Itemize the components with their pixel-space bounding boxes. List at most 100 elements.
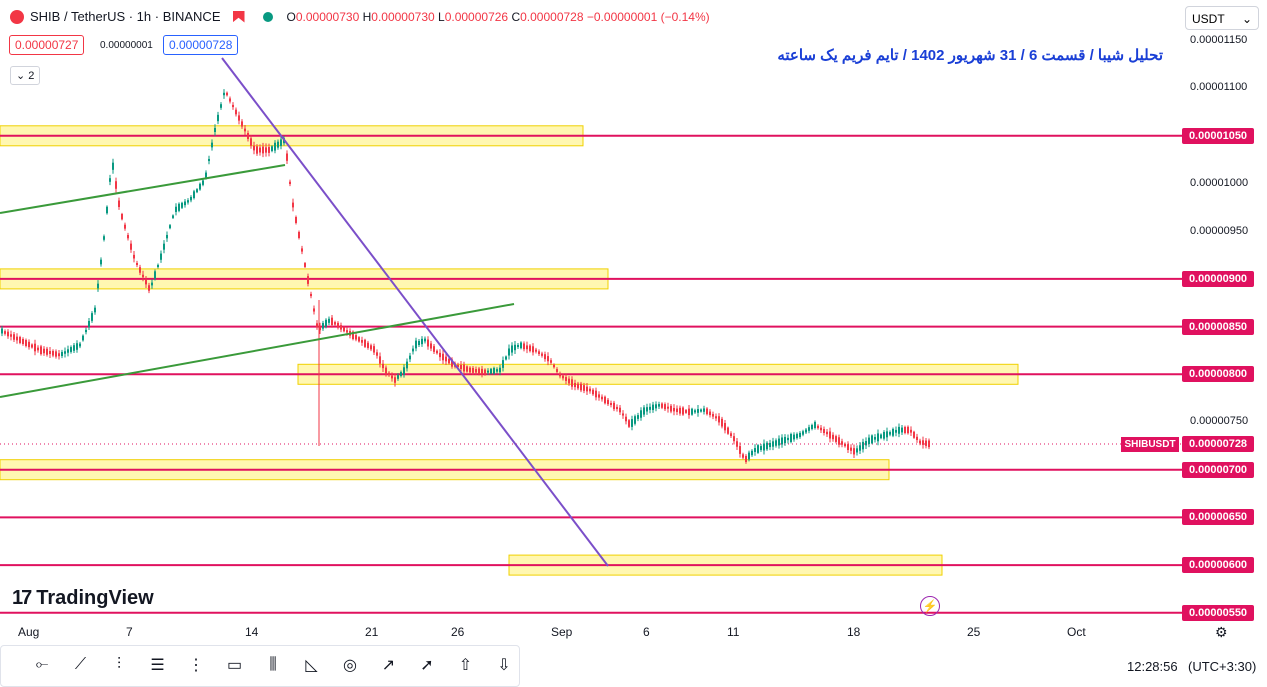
timezone-button[interactable]: (UTC+3:30) [1188, 659, 1257, 674]
candle-body [772, 441, 774, 447]
price-axis-label: 0.00001150 [1190, 34, 1248, 46]
vertical-line-icon[interactable]: ⫶ [116, 656, 121, 673]
candle-body [523, 343, 525, 350]
visibility-icon[interactable] [262, 11, 273, 22]
candle-body [232, 104, 234, 108]
time-axis-label: 11 [727, 625, 740, 639]
price-axis-label: 0.00001100 [1190, 81, 1248, 93]
triangle-icon[interactable]: ◺ [305, 657, 318, 674]
ascending-trend-line[interactable] [0, 164, 286, 214]
ascending-trend-line[interactable] [0, 303, 515, 398]
candle-body [739, 446, 741, 454]
candle-body [751, 450, 753, 456]
candle-body [85, 329, 87, 333]
candle-body [865, 441, 867, 446]
candle-body [847, 444, 849, 451]
indicators-toggle[interactable]: ⌄ 2 [10, 66, 41, 85]
pitchfork-icon[interactable]: ⫼ [269, 656, 277, 673]
fib-icon[interactable]: ☰ [150, 657, 165, 674]
candle-body [37, 347, 39, 351]
candle-body [697, 409, 699, 413]
lightning-icon[interactable]: ⚡ [920, 596, 940, 616]
price-level-tag: 0.00000900 [1182, 270, 1254, 287]
candle-body [334, 322, 336, 325]
tradingview-logo-icon: 17 [12, 587, 32, 609]
candle-body [130, 243, 132, 250]
sell-price-button[interactable]: 0.00000727 [9, 35, 85, 55]
candle-body [181, 202, 183, 208]
candle-body [214, 127, 216, 133]
candle-body [88, 320, 90, 328]
dot-line-icon[interactable]: ⟜ [35, 656, 49, 673]
candle-body [730, 433, 732, 437]
candle-body [595, 390, 597, 398]
currency-select[interactable]: USDT ⌄ [1185, 6, 1259, 30]
candle-body [343, 327, 345, 332]
candle-body [682, 407, 684, 415]
symbol-title[interactable]: SHIB / TetherUS · 1h · BINANCE [30, 9, 221, 24]
candle-body [109, 178, 111, 182]
trend-line-icon[interactable]: ⟋ [74, 656, 87, 673]
candle-body [103, 236, 105, 240]
candle-body [754, 448, 756, 452]
candle-body [634, 416, 636, 424]
price-level-tag: 0.00000650 [1182, 509, 1254, 526]
candle-body [451, 359, 453, 367]
arrow-up-icon[interactable]: ⇧ [458, 657, 473, 674]
candle-body [565, 377, 567, 381]
symbol-logo-icon [10, 9, 24, 24]
candle-body [277, 141, 279, 148]
candle-body [184, 201, 186, 206]
arrow-icon[interactable]: ➚ [420, 657, 434, 674]
candle-body [808, 427, 810, 431]
candle-body [49, 350, 51, 355]
candle-body [133, 254, 135, 259]
candle-body [322, 323, 324, 329]
candle-body [781, 437, 783, 445]
descending-trend-line[interactable] [221, 57, 609, 567]
buy-price-button[interactable]: 0.00000728 [163, 35, 239, 55]
candle-body [247, 133, 249, 139]
rectangle-icon[interactable]: ▭ [226, 657, 243, 674]
analysis-title-annotation[interactable]: تحلیل شیبا / قسمت 6 / 31 شهریور 1402 / ت… [777, 47, 1163, 64]
candle-body [922, 440, 924, 445]
ohlc-values: O0.00000730 H0.00000730 L0.00000726 C0.0… [286, 9, 710, 24]
candle-body [46, 348, 48, 355]
candle-body [427, 339, 429, 347]
candle-body [598, 394, 600, 398]
time-axis-label: 6 [643, 625, 650, 639]
candle-body [700, 409, 702, 412]
ray-icon[interactable]: ↗ [381, 657, 396, 674]
candle-body [775, 440, 777, 446]
time-axis-label: Oct [1067, 625, 1086, 639]
candle-body [298, 231, 300, 239]
candle-body [82, 335, 84, 341]
candle-body [439, 352, 441, 358]
candle-body [478, 368, 480, 374]
candle-body [61, 351, 63, 357]
parallel-channel-icon[interactable]: ⋮ [188, 657, 204, 674]
candle-body [841, 441, 843, 445]
candle-body [793, 434, 795, 440]
candle-body [52, 350, 54, 356]
candle-body [553, 364, 555, 368]
candle-body [76, 343, 78, 350]
candle-body [877, 433, 879, 442]
candle-body [481, 368, 483, 375]
candle-body [199, 183, 201, 190]
circle-icon[interactable]: ◎ [343, 657, 357, 674]
candle-body [487, 370, 489, 373]
candle-body [223, 92, 225, 96]
candle-body [886, 431, 888, 438]
candle-body [895, 429, 897, 433]
candle-body [259, 147, 261, 153]
candle-body [529, 345, 531, 352]
candle-body [544, 354, 546, 360]
gear-icon[interactable]: ⚙ [1215, 624, 1228, 640]
alert-icon[interactable] [232, 10, 245, 23]
candle-body [925, 440, 927, 446]
arrow-down-icon[interactable]: ⇩ [497, 657, 511, 674]
candle-body [688, 408, 690, 416]
candle-body [79, 343, 81, 347]
